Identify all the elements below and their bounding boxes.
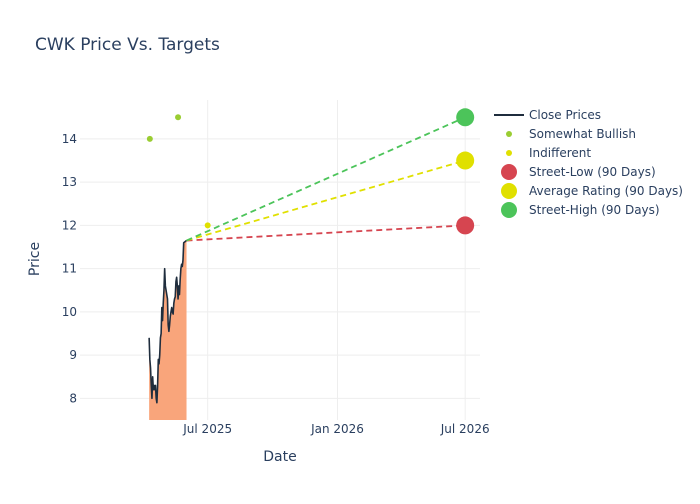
- y-tick-label: 12: [62, 218, 77, 232]
- target-line: [186, 159, 466, 242]
- legend-label[interactable]: Street-High (90 Days): [529, 203, 660, 217]
- legend[interactable]: Close Prices Somewhat Bullish Indifferent S…: [494, 108, 683, 218]
- legend-circle-swatch: [501, 183, 517, 199]
- legend-label[interactable]: Street-Low (90 Days): [529, 165, 656, 179]
- x-axis-label: Date: [263, 449, 296, 465]
- legend-dot-swatch: [506, 131, 512, 137]
- legend-label[interactable]: Indifferent: [529, 146, 591, 160]
- y-axis-label: Price: [27, 242, 43, 276]
- marker-layer: [146, 108, 475, 235]
- x-tick-label: Jul 2026: [440, 422, 490, 436]
- line-layer: [148, 116, 466, 404]
- rating-marker[interactable]: [204, 222, 211, 229]
- chart-title: CWK Price Vs. Targets: [35, 35, 220, 55]
- y-tick-label: 11: [62, 262, 77, 276]
- x-tick-label: Jan 2026: [310, 422, 364, 436]
- close-price-line: [148, 239, 188, 404]
- legend-label[interactable]: Somewhat Bullish: [529, 127, 636, 141]
- target-marker[interactable]: [456, 216, 475, 235]
- y-tick-label: 10: [62, 305, 77, 319]
- tick-layer: 8 9 10 11 12 13 14 Jul 2025 Jan 2026 Jul 2026: [62, 132, 490, 436]
- legend-label[interactable]: Close Prices: [529, 108, 601, 122]
- target-line: [186, 116, 466, 242]
- legend-label[interactable]: Average Rating (90 Days): [529, 184, 683, 198]
- target-marker[interactable]: [456, 151, 475, 170]
- y-tick-label: 14: [62, 132, 77, 146]
- y-tick-label: 13: [62, 175, 77, 189]
- legend-circle-swatch: [501, 202, 517, 218]
- target-marker[interactable]: [456, 108, 475, 127]
- y-tick-label: 8: [69, 391, 77, 405]
- rating-marker[interactable]: [175, 114, 182, 121]
- legend-circle-swatch: [501, 164, 517, 180]
- grid-layer: [80, 100, 480, 420]
- rating-marker[interactable]: [146, 135, 153, 142]
- target-line: [186, 224, 466, 242]
- legend-dot-swatch: [506, 150, 512, 156]
- x-tick-label: Jul 2025: [182, 422, 232, 436]
- y-tick-label: 9: [69, 348, 77, 362]
